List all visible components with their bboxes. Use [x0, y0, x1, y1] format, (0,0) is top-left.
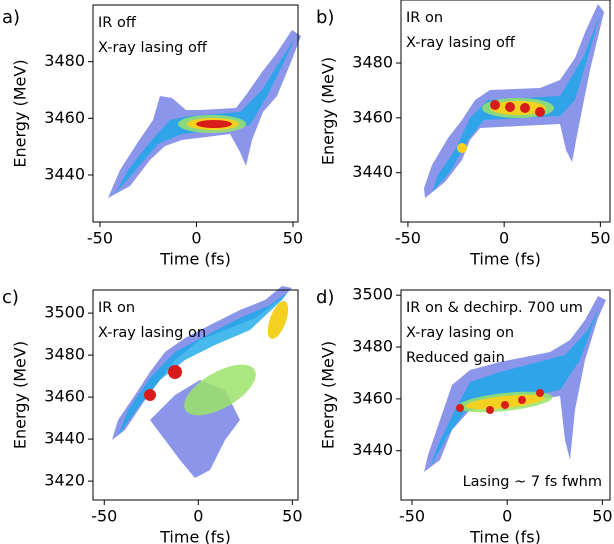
panel-label: b) [316, 7, 334, 28]
annotation: IR on & dechirp. 700 um [406, 300, 583, 316]
annotation: IR on [406, 10, 443, 26]
plot-frame [92, 4, 299, 223]
x-tick-label: 50 [592, 507, 612, 526]
annotation: X-ray lasing on [406, 325, 514, 341]
y-tick-label: 3480 [44, 345, 85, 364]
x-tick-label: -50 [399, 507, 425, 526]
y-axis-label: Energy (MeV) [319, 57, 338, 165]
y-tick-label: 3480 [352, 337, 393, 356]
x-tick-label: 50 [282, 507, 302, 526]
y-tick-label: 3480 [44, 51, 85, 70]
y-tick-label: 3500 [44, 303, 85, 322]
y-tick-label: 3440 [44, 164, 85, 183]
panel-label: a) [2, 7, 20, 28]
y-axis-label: Energy (MeV) [11, 341, 30, 449]
x-tick-label: 0 [193, 507, 203, 526]
density-a [108, 30, 301, 198]
x-tick-label: 0 [502, 507, 512, 526]
y-axis-label: Energy (MeV) [11, 59, 30, 167]
y-tick-label: 3460 [352, 107, 393, 126]
x-tick-label: 50 [283, 229, 303, 248]
y-tick-label: 3500 [352, 285, 393, 304]
density-c [112, 286, 292, 478]
y-tick-label: 3460 [44, 387, 85, 406]
panel-label: d) [316, 287, 334, 308]
x-tick-label: -50 [91, 507, 117, 526]
x-tick-label: -50 [87, 229, 113, 248]
x-axis-label: Time (fs) [469, 250, 541, 269]
y-tick-label: 3460 [44, 108, 85, 127]
y-tick-label: 3460 [352, 388, 393, 407]
x-axis-label: Time (fs) [159, 528, 231, 544]
plot-frame [92, 289, 299, 501]
y-tick-label: 3440 [44, 429, 85, 448]
annotation: Reduced gain [406, 350, 505, 366]
x-tick-label: 50 [590, 229, 610, 248]
annotation: IR off [98, 15, 137, 31]
y-tick-label: 3440 [352, 440, 393, 459]
y-tick-label: 3480 [352, 53, 393, 72]
plot-frame [400, 289, 611, 501]
annotation-note: Lasing ~ 7 fs fwhm [463, 474, 602, 490]
y-tick-label: 3440 [352, 162, 393, 181]
x-tick-label: 0 [191, 229, 201, 248]
y-tick-label: 3420 [44, 471, 85, 490]
annotation: X-ray lasing off [98, 40, 208, 56]
y-axis-label: Energy (MeV) [319, 341, 338, 449]
density-b [424, 4, 604, 198]
annotation: X-ray lasing on [98, 325, 206, 341]
x-axis-label: Time (fs) [469, 528, 541, 544]
panel-label: c) [2, 287, 19, 308]
density-d [424, 296, 606, 472]
annotation: IR on [98, 300, 135, 316]
x-axis-label: Time (fs) [159, 250, 231, 269]
x-tick-label: 0 [499, 229, 509, 248]
annotation: X-ray lasing off [406, 35, 516, 51]
plot-frame [400, 0, 611, 223]
x-tick-label: -50 [395, 229, 421, 248]
